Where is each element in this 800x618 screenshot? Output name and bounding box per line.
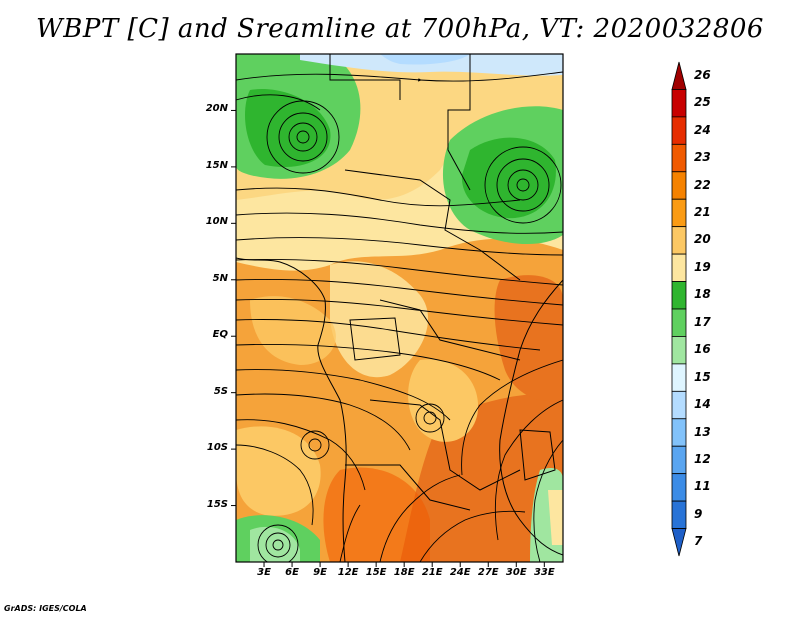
legend-label: 7	[694, 534, 703, 549]
lat-tick-label: 15S	[206, 498, 228, 510]
axis-ticks	[231, 109, 545, 567]
legend-swatch	[671, 418, 687, 447]
legend-label: 11	[694, 479, 711, 494]
vortices	[257, 100, 562, 562]
legend-label: 19	[694, 259, 711, 274]
legend-swatch	[671, 308, 687, 337]
lon-tick-label: 30E	[505, 567, 527, 578]
legend-label: 22	[694, 177, 711, 192]
legend-swatch	[671, 61, 687, 90]
map-title: WBPT [C] and Sreamline at 700hPa, VT: 20…	[36, 14, 764, 44]
legend-label: 18	[694, 287, 711, 302]
legend-label: 21	[694, 204, 711, 219]
legend-label: 26	[694, 67, 711, 82]
legend-swatch	[671, 473, 687, 502]
lon-tick-label: 3E	[257, 567, 271, 578]
lat-tick-label: 5N	[212, 272, 228, 284]
legend-swatch	[671, 116, 687, 145]
lon-tick-label: 18E	[393, 567, 415, 578]
lon-tick-label: 33E	[533, 567, 555, 578]
lon-tick-label: 12E	[337, 567, 359, 578]
legend-swatch	[671, 253, 687, 282]
legend-swatch	[671, 363, 687, 392]
lon-tick-label: 24E	[449, 567, 471, 578]
legend-label: 13	[694, 424, 711, 439]
legend-swatch	[671, 528, 687, 557]
map-frame	[235, 53, 564, 563]
legend-swatch	[671, 198, 687, 228]
lon-tick-label: 6E	[285, 567, 299, 578]
coastlines	[236, 54, 563, 562]
lat-tick-label: 20N	[205, 103, 228, 115]
legend-label: 23	[694, 150, 711, 165]
lat-tick-label: 10N	[205, 216, 228, 228]
legend-label: 14	[694, 397, 711, 412]
legend-label: 17	[694, 314, 711, 329]
legend-label: 9	[694, 506, 703, 521]
legend-swatch	[671, 281, 687, 310]
lon-tick-label: 15E	[365, 567, 387, 578]
lon-tick-label: 27E	[477, 567, 499, 578]
legend-swatch	[671, 336, 687, 365]
legend-swatch	[671, 89, 687, 118]
legend-label: 16	[694, 342, 711, 357]
legend-label: 15	[694, 369, 711, 384]
lat-tick-label: 15N	[205, 159, 228, 171]
legend-label: 25	[694, 95, 711, 110]
legend-swatch	[671, 445, 687, 475]
color-legend	[671, 61, 687, 557]
legend-swatch	[671, 390, 687, 420]
legend-label: 24	[694, 122, 711, 137]
legend-swatch	[671, 143, 687, 173]
legend-swatch	[671, 171, 687, 200]
legend-swatch	[671, 226, 687, 255]
lon-tick-label: 9E	[313, 567, 327, 578]
legend-label: 20	[694, 232, 711, 247]
lat-tick-label: 5S	[213, 385, 228, 397]
lat-tick-label: 10S	[206, 442, 228, 454]
legend-label: 12	[694, 451, 711, 466]
lon-tick-label: 21E	[421, 567, 443, 578]
streamlines	[236, 71, 563, 562]
legend-swatch	[671, 500, 687, 529]
credit-text: GrADS: IGES/COLA	[4, 604, 87, 613]
lat-tick-label: EQ	[212, 329, 228, 341]
